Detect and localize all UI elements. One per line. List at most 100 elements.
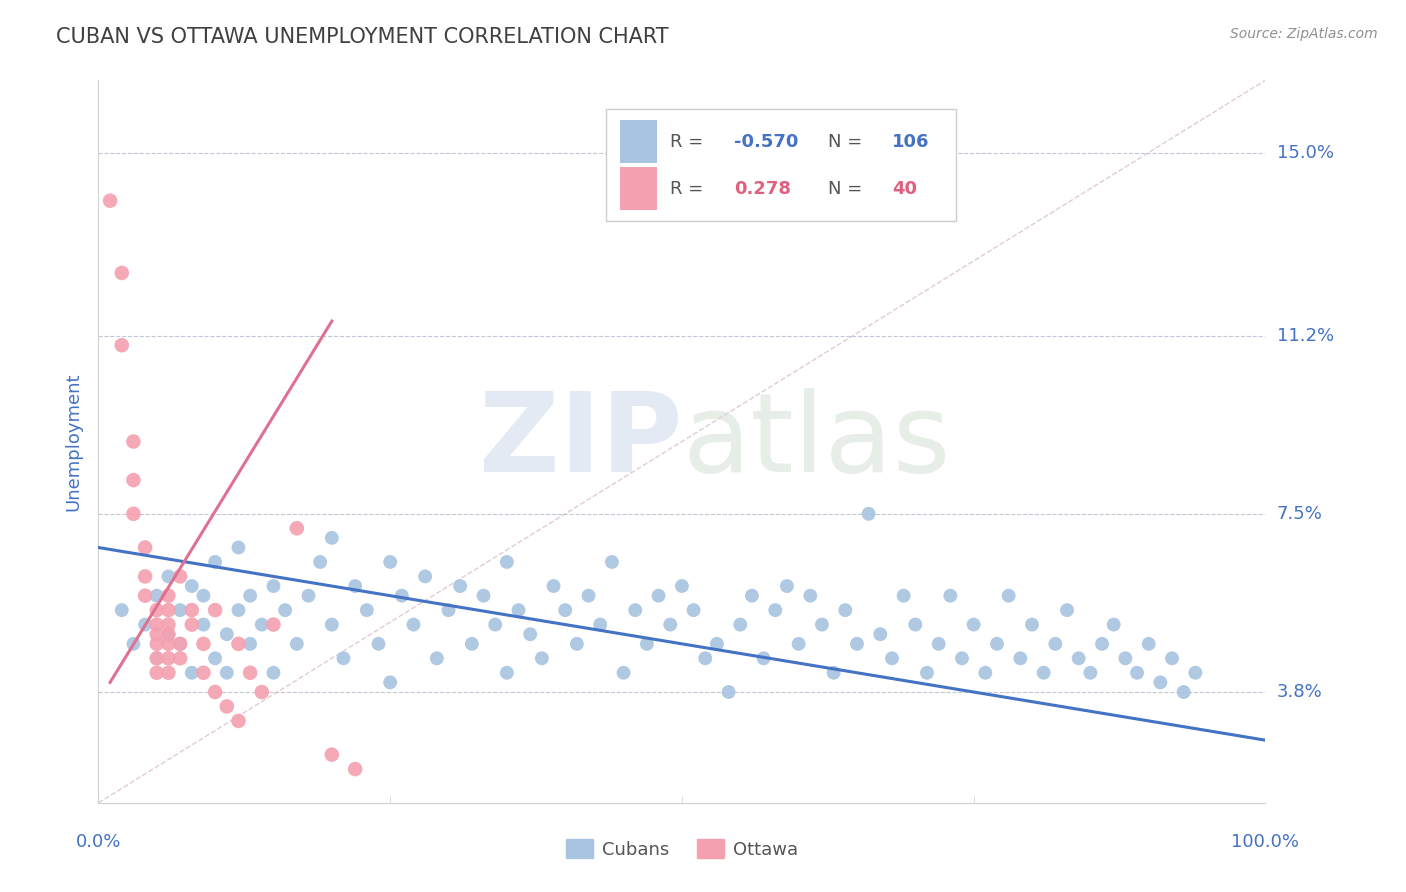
Point bbox=[496, 555, 519, 569]
Point bbox=[134, 569, 156, 583]
Point bbox=[239, 665, 262, 680]
Point bbox=[285, 637, 308, 651]
Point bbox=[157, 569, 180, 583]
Point bbox=[169, 637, 191, 651]
Text: ZIP: ZIP bbox=[478, 388, 682, 495]
Point bbox=[111, 338, 134, 352]
Point bbox=[915, 665, 938, 680]
Point bbox=[169, 569, 191, 583]
Point bbox=[543, 579, 565, 593]
Point bbox=[846, 637, 869, 651]
Point bbox=[1161, 651, 1184, 665]
Point bbox=[1080, 665, 1102, 680]
Bar bbox=[620, 120, 658, 163]
Point bbox=[1032, 665, 1054, 680]
Point bbox=[157, 665, 180, 680]
Point bbox=[228, 541, 250, 555]
Point bbox=[799, 589, 821, 603]
Point bbox=[730, 617, 752, 632]
Point bbox=[157, 627, 180, 641]
Point bbox=[321, 531, 343, 545]
Point bbox=[741, 589, 763, 603]
Text: 11.2%: 11.2% bbox=[1277, 326, 1334, 344]
Point bbox=[262, 617, 284, 632]
Point bbox=[426, 651, 449, 665]
Point bbox=[204, 685, 226, 699]
Point bbox=[262, 579, 284, 593]
Point bbox=[880, 651, 903, 665]
Point bbox=[297, 589, 319, 603]
Point bbox=[285, 521, 308, 535]
Text: 15.0%: 15.0% bbox=[1277, 144, 1333, 161]
Point bbox=[380, 555, 402, 569]
Point bbox=[157, 589, 180, 603]
Text: R =: R = bbox=[671, 179, 716, 198]
Point bbox=[484, 617, 506, 632]
Point bbox=[215, 665, 238, 680]
Point bbox=[122, 507, 145, 521]
Text: N =: N = bbox=[828, 179, 868, 198]
Point bbox=[974, 665, 997, 680]
Point bbox=[180, 579, 202, 593]
Point bbox=[146, 603, 169, 617]
Point bbox=[530, 651, 553, 665]
Point bbox=[98, 194, 121, 208]
Point bbox=[180, 665, 202, 680]
Point bbox=[1010, 651, 1032, 665]
Point bbox=[928, 637, 950, 651]
Point bbox=[659, 617, 682, 632]
Point bbox=[449, 579, 471, 593]
Point bbox=[437, 603, 460, 617]
Point bbox=[1045, 637, 1067, 651]
Point bbox=[157, 617, 180, 632]
Point bbox=[122, 473, 145, 487]
Point bbox=[228, 637, 250, 651]
Point bbox=[157, 637, 180, 651]
Point bbox=[893, 589, 915, 603]
Point bbox=[215, 699, 238, 714]
Point bbox=[193, 589, 215, 603]
Point bbox=[228, 603, 250, 617]
Point bbox=[146, 617, 169, 632]
Point bbox=[997, 589, 1019, 603]
Point bbox=[344, 579, 367, 593]
Point bbox=[134, 617, 156, 632]
Point bbox=[309, 555, 332, 569]
Point bbox=[169, 637, 191, 651]
Point bbox=[111, 266, 134, 280]
Point bbox=[1137, 637, 1160, 651]
Point bbox=[193, 617, 215, 632]
Bar bbox=[606, 109, 956, 221]
Text: CUBAN VS OTTAWA UNEMPLOYMENT CORRELATION CHART: CUBAN VS OTTAWA UNEMPLOYMENT CORRELATION… bbox=[56, 27, 669, 46]
Point bbox=[1067, 651, 1090, 665]
Point bbox=[1056, 603, 1078, 617]
Point bbox=[496, 665, 519, 680]
Point bbox=[752, 651, 775, 665]
Point bbox=[157, 627, 180, 641]
Point bbox=[180, 603, 202, 617]
Point bbox=[1126, 665, 1149, 680]
Point bbox=[193, 637, 215, 651]
Text: R =: R = bbox=[671, 133, 709, 151]
Text: Source: ZipAtlas.com: Source: ZipAtlas.com bbox=[1230, 27, 1378, 41]
Text: 0.278: 0.278 bbox=[734, 179, 792, 198]
Point bbox=[834, 603, 856, 617]
Point bbox=[122, 637, 145, 651]
Point bbox=[461, 637, 484, 651]
Text: 100.0%: 100.0% bbox=[1232, 833, 1299, 851]
Point bbox=[321, 747, 343, 762]
Point bbox=[787, 637, 810, 651]
Point bbox=[671, 579, 693, 593]
Point bbox=[169, 651, 191, 665]
Point bbox=[578, 589, 600, 603]
Point bbox=[413, 569, 436, 583]
Point bbox=[1149, 675, 1171, 690]
Point bbox=[146, 665, 169, 680]
Point bbox=[204, 651, 226, 665]
Point bbox=[695, 651, 717, 665]
Point bbox=[1114, 651, 1136, 665]
Text: 0.0%: 0.0% bbox=[76, 833, 121, 851]
Point bbox=[613, 665, 636, 680]
Point bbox=[332, 651, 354, 665]
Text: -0.570: -0.570 bbox=[734, 133, 799, 151]
